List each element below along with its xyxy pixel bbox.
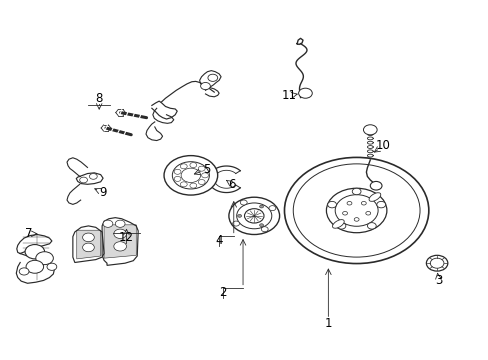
Circle shape (298, 88, 312, 98)
Text: 1: 1 (324, 317, 331, 330)
Circle shape (189, 163, 196, 168)
Circle shape (326, 188, 386, 233)
Circle shape (259, 205, 263, 208)
Text: 12: 12 (119, 231, 134, 244)
Circle shape (115, 220, 125, 227)
Circle shape (351, 188, 360, 195)
Circle shape (25, 244, 44, 259)
Circle shape (429, 258, 443, 268)
Circle shape (174, 176, 181, 181)
Text: 5: 5 (203, 163, 210, 176)
Circle shape (236, 203, 271, 229)
Polygon shape (104, 225, 136, 258)
Circle shape (180, 164, 187, 169)
Circle shape (174, 169, 181, 174)
Circle shape (181, 168, 200, 183)
Text: 3: 3 (434, 274, 441, 287)
Circle shape (366, 222, 375, 229)
Circle shape (365, 211, 370, 215)
Ellipse shape (332, 220, 344, 228)
Circle shape (80, 177, 87, 183)
Circle shape (237, 215, 241, 217)
Text: 6: 6 (228, 178, 236, 191)
Text: 2: 2 (218, 287, 226, 300)
Circle shape (284, 157, 428, 264)
Circle shape (114, 242, 126, 251)
Circle shape (369, 181, 381, 190)
Circle shape (198, 166, 204, 171)
Text: 8: 8 (95, 92, 102, 105)
Ellipse shape (368, 193, 380, 201)
Circle shape (240, 200, 246, 205)
Text: 4: 4 (214, 234, 222, 247)
Circle shape (103, 220, 113, 227)
Text: 10: 10 (375, 139, 390, 152)
Circle shape (189, 183, 196, 188)
Circle shape (19, 268, 29, 275)
Circle shape (261, 227, 267, 232)
Circle shape (232, 221, 239, 226)
Circle shape (363, 125, 376, 135)
Circle shape (361, 202, 366, 205)
Circle shape (342, 211, 347, 215)
Circle shape (426, 255, 447, 271)
Circle shape (346, 202, 351, 205)
Circle shape (82, 243, 94, 252)
Circle shape (200, 82, 210, 90)
Text: 11: 11 (281, 89, 296, 102)
Circle shape (268, 206, 275, 211)
Circle shape (114, 229, 126, 238)
Circle shape (26, 260, 43, 273)
Circle shape (376, 201, 385, 208)
Circle shape (172, 162, 209, 189)
Polygon shape (77, 230, 101, 259)
Circle shape (180, 182, 187, 187)
Circle shape (82, 233, 94, 242)
Circle shape (36, 252, 53, 265)
Circle shape (47, 263, 57, 270)
Circle shape (198, 180, 204, 185)
Circle shape (89, 174, 97, 179)
Circle shape (163, 156, 217, 195)
Circle shape (201, 173, 208, 178)
Text: 9: 9 (99, 186, 106, 199)
Circle shape (334, 195, 377, 226)
Circle shape (293, 164, 419, 257)
Circle shape (244, 209, 264, 223)
Circle shape (207, 74, 217, 81)
Circle shape (228, 197, 279, 234)
Circle shape (336, 222, 345, 229)
Circle shape (259, 224, 263, 226)
Text: 7: 7 (25, 227, 32, 240)
Circle shape (353, 218, 358, 221)
Circle shape (327, 201, 336, 208)
